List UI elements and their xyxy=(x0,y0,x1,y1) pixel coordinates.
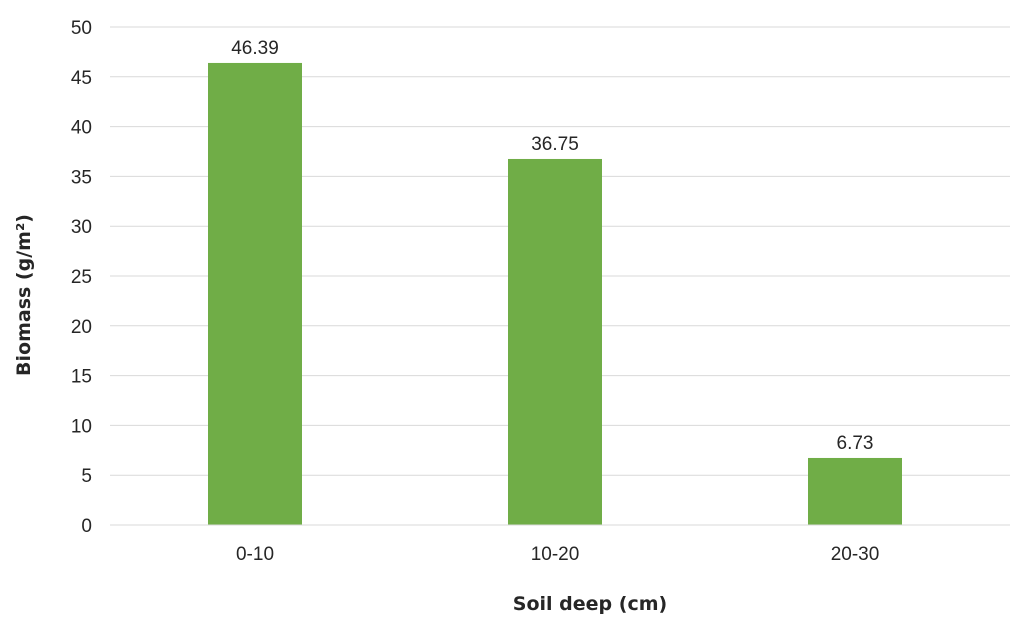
data-labels: 46.39 36.75 6.73 xyxy=(231,38,873,454)
x-axis-ticks: 0-10 10-20 20-30 xyxy=(236,544,879,565)
bar-20-30 xyxy=(808,457,902,525)
y-tick-label-25: 25 xyxy=(71,267,92,288)
y-tick-label-5: 5 xyxy=(81,466,92,487)
y-axis-ticks: 0 5 10 15 20 25 30 35 40 45 50 xyxy=(71,18,92,537)
y-tick-label-45: 45 xyxy=(71,68,92,89)
y-tick-label-20: 20 xyxy=(71,317,92,338)
y-tick-label-50: 50 xyxy=(71,18,92,39)
data-label-20-30: 6.73 xyxy=(837,433,874,454)
y-tick-label-10: 10 xyxy=(71,416,92,437)
data-label-10-20: 36.75 xyxy=(531,134,579,155)
y-tick-label-15: 15 xyxy=(71,367,92,388)
x-tick-label-20-30: 20-30 xyxy=(831,544,880,565)
data-label-0-10: 46.39 xyxy=(231,38,279,59)
bar-0-10 xyxy=(208,62,302,526)
y-tick-label-35: 35 xyxy=(71,167,92,188)
y-tick-label-0: 0 xyxy=(81,516,92,537)
y-axis-title: Biomass (g/m²) xyxy=(13,214,35,376)
x-axis-title: Soil deep (cm) xyxy=(513,593,667,615)
y-tick-label-40: 40 xyxy=(71,118,92,139)
x-tick-label-10-20: 10-20 xyxy=(531,544,580,565)
bars xyxy=(208,62,902,526)
x-tick-label-0-10: 0-10 xyxy=(236,544,274,565)
bar-10-20 xyxy=(508,158,602,525)
y-tick-label-30: 30 xyxy=(71,217,92,238)
